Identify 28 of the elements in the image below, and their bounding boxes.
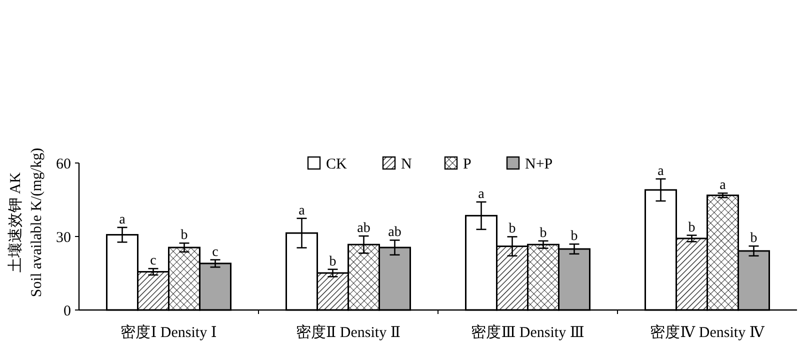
data-label: b xyxy=(508,222,516,237)
y-tick-label: 60 xyxy=(56,156,71,172)
data-label: b xyxy=(570,229,578,244)
data-label: b xyxy=(180,228,188,244)
data-label: b xyxy=(329,254,336,270)
legend-label: P xyxy=(463,156,472,172)
data-label: a xyxy=(658,164,665,179)
legend-label: N+P xyxy=(525,156,553,172)
data-label: b xyxy=(540,226,547,241)
data-label: ab xyxy=(357,221,370,236)
data-label: a xyxy=(478,186,486,202)
x-tick-label: 密度Ⅳ Density Ⅳ xyxy=(650,324,766,341)
x-tick-label: 密度Ⅰ Density Ⅰ xyxy=(120,324,217,341)
x-tick-label: 密度Ⅱ Density Ⅱ xyxy=(296,324,401,341)
data-label: b xyxy=(688,220,696,236)
data-label: ab xyxy=(388,225,402,240)
data-label: a xyxy=(119,212,126,228)
data-label: b xyxy=(750,231,758,246)
data-label: c xyxy=(212,244,218,260)
data-label: a xyxy=(298,203,306,218)
y-axis-title: 土壤速效钾 AK Soil available K/(mg/kg) xyxy=(7,148,45,298)
legend-label: N xyxy=(401,156,412,172)
data-label: a xyxy=(720,178,727,194)
legend-label: CK xyxy=(326,156,348,172)
x-tick-label: 密度Ⅲ Density Ⅲ xyxy=(471,324,584,341)
y-tick-label: 30 xyxy=(56,230,71,246)
y-tick-label: 0 xyxy=(64,303,71,320)
data-label: c xyxy=(150,254,156,269)
